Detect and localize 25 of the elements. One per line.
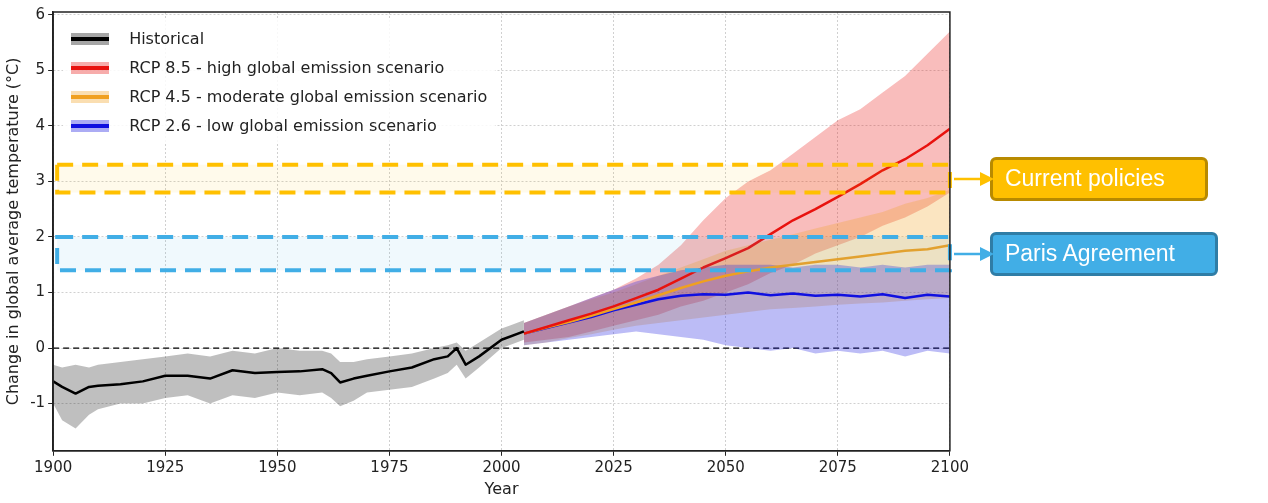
y-tick-label: 6 (35, 4, 46, 23)
legend-label: RCP 4.5 - moderate global emission scenario (129, 87, 488, 106)
legend-label: Historical (129, 29, 205, 48)
x-tick-label: 2100 (930, 457, 970, 476)
x-tick-label: 1900 (34, 457, 73, 476)
x-tick-label: 1975 (370, 457, 409, 476)
y-tick-label: 1 (35, 282, 46, 301)
x-tick-label: 2025 (594, 457, 633, 476)
y-axis-title: Change in global average temperature (°C) (2, 57, 22, 406)
band-label: Paris Agreement (989, 231, 1218, 276)
x-tick-label: 1950 (258, 457, 297, 476)
y-tick-label: 3 (35, 171, 46, 190)
x-tick-label: 2050 (706, 457, 745, 476)
x-tick-label: 2075 (818, 457, 857, 476)
legend-label: RCP 8.5 - high global emission scenario (129, 58, 445, 77)
y-tick-label: 0 (35, 337, 46, 356)
x-axis-title: Year (483, 478, 519, 498)
y-tick-label: -1 (30, 393, 46, 412)
y-tick-label: 4 (35, 115, 46, 134)
x-tick-label: 1925 (146, 457, 185, 476)
legend-label: RCP 2.6 - low global emission scenario (129, 116, 437, 135)
y-tick-label: 2 (35, 226, 46, 245)
y-tick-label: 5 (35, 60, 46, 79)
band-label: Current policies (989, 156, 1208, 201)
x-tick-label: 2000 (482, 457, 521, 476)
